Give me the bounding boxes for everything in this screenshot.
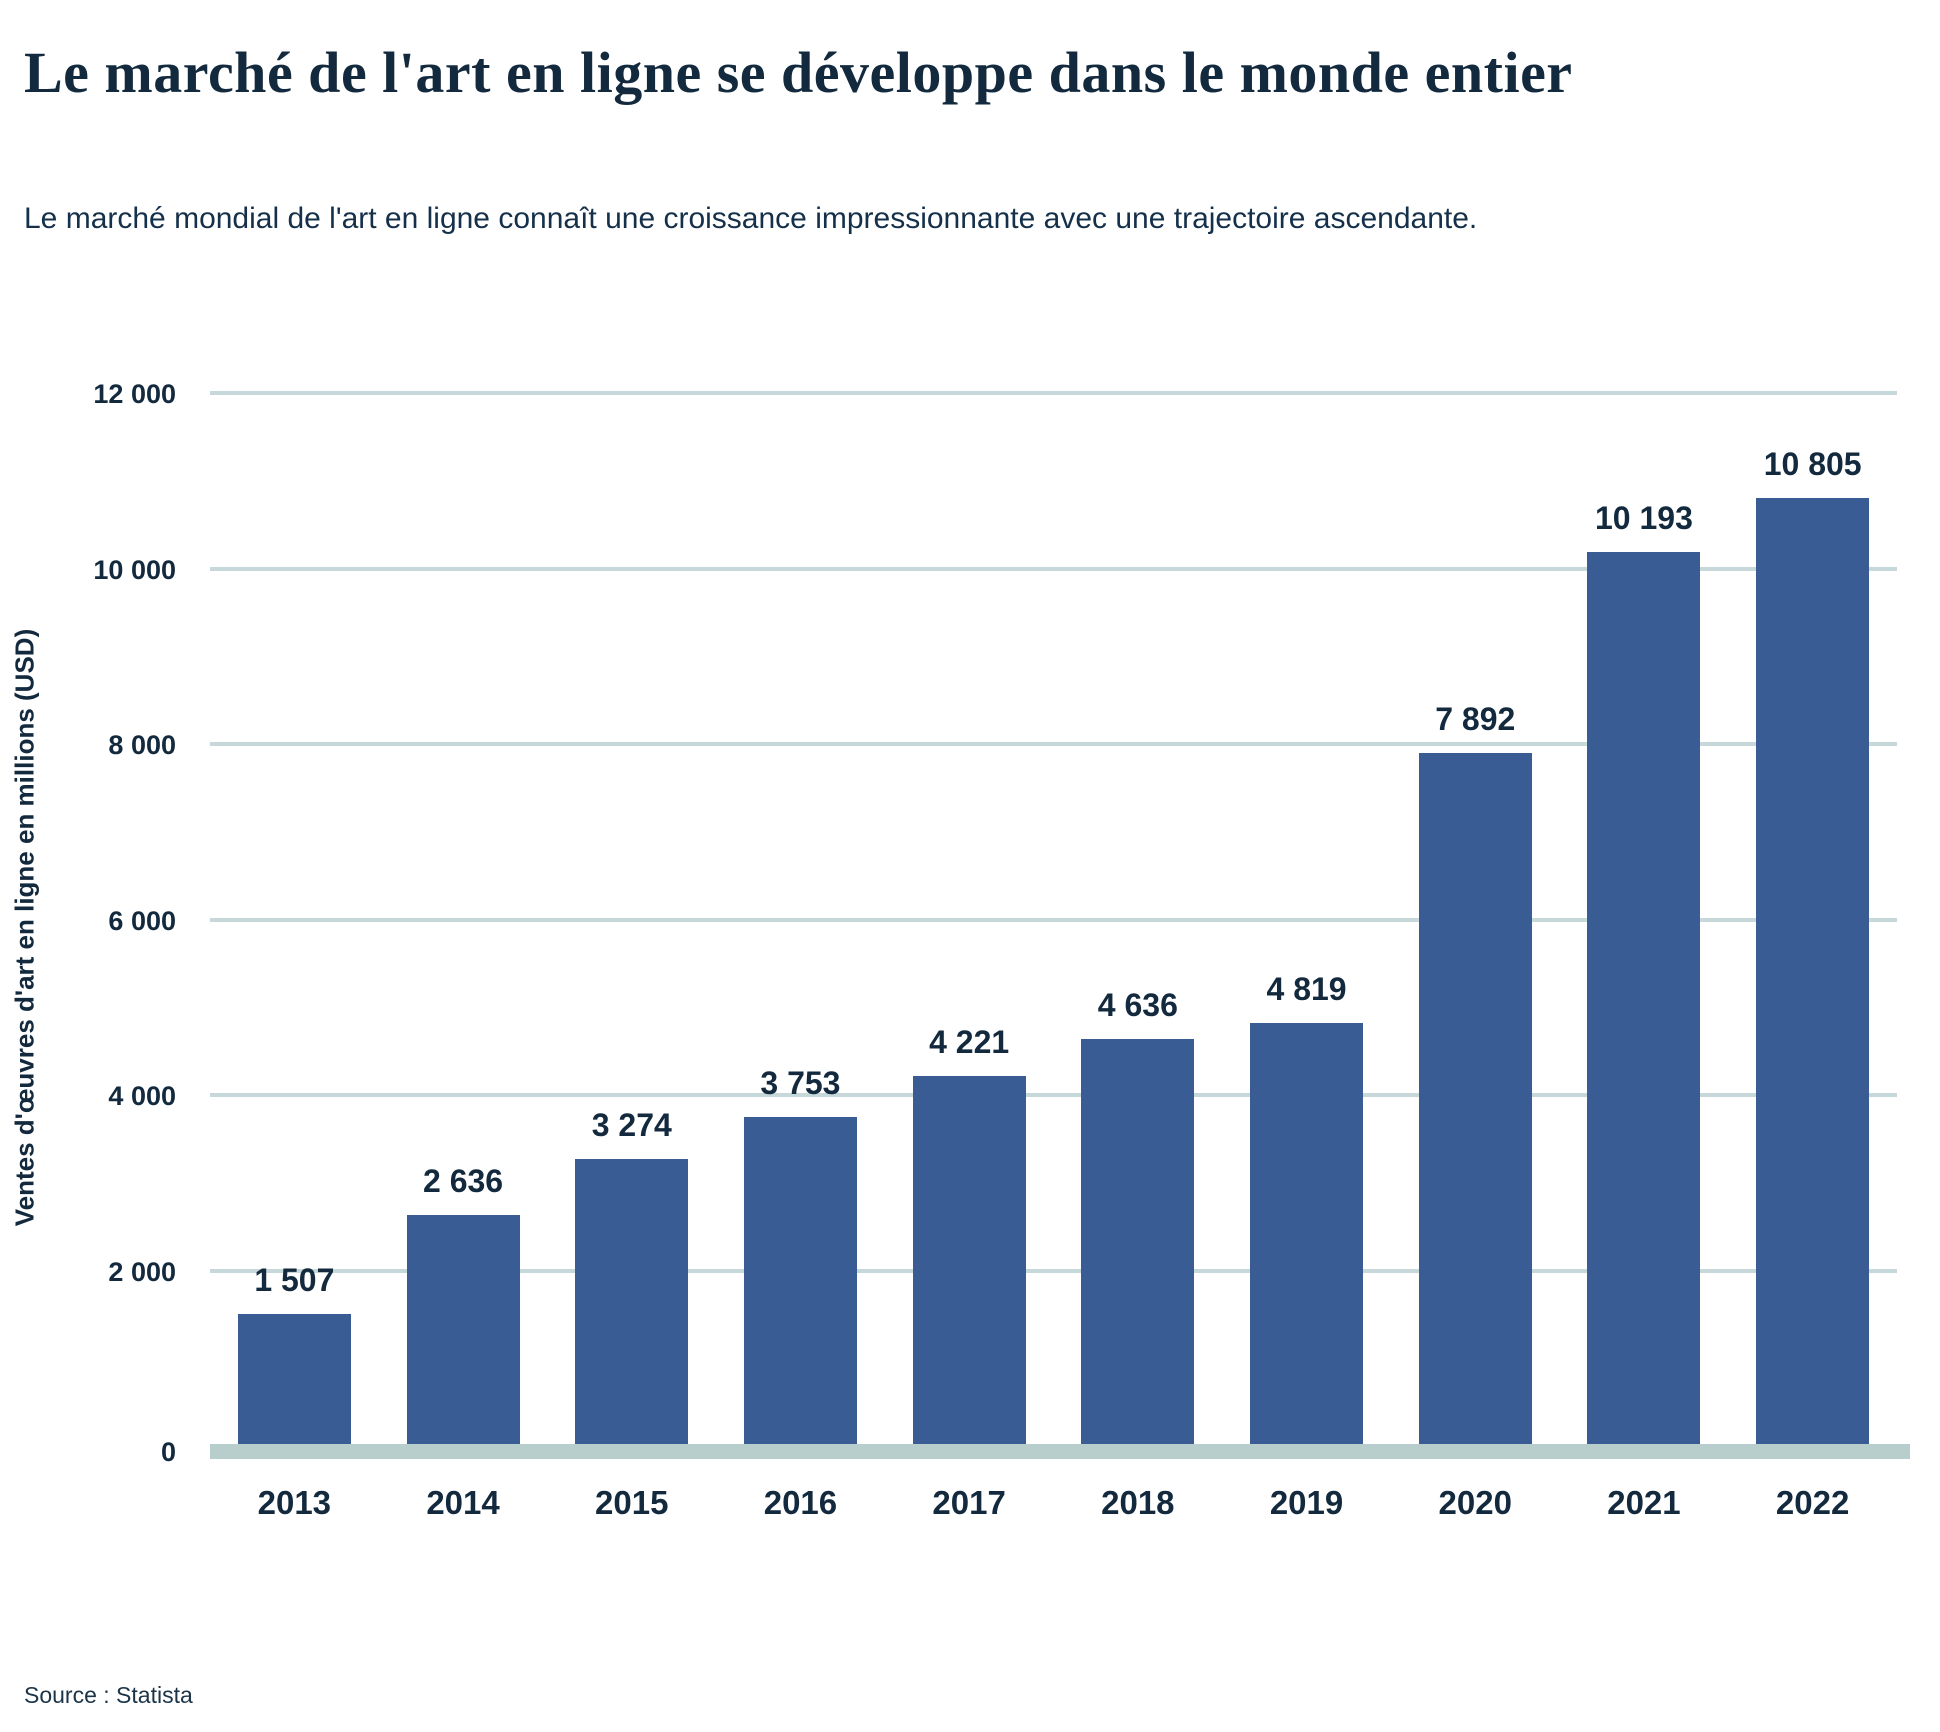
bar-2018 bbox=[1081, 1039, 1195, 1446]
y-tick-label-6000: 6 000 bbox=[108, 905, 176, 936]
x-tick-label-2013: 2013 bbox=[257, 1484, 332, 1521]
bar-value-label-2017: 4 221 bbox=[929, 1023, 1010, 1060]
chart-title: Le marché de l'art en ligne se développe… bbox=[24, 39, 1573, 105]
y-tick-label-0: 0 bbox=[160, 1437, 176, 1467]
bar-2015 bbox=[575, 1158, 689, 1446]
gridline-8000 bbox=[210, 742, 1897, 746]
bar-value-label-2014: 2 636 bbox=[423, 1162, 504, 1199]
gridline-2000 bbox=[210, 1268, 1897, 1273]
x-tick-label-2022: 2022 bbox=[1775, 1484, 1850, 1521]
y-tick-label-10000: 10 000 bbox=[93, 554, 176, 585]
bar-2013 bbox=[237, 1313, 351, 1446]
y-tick-label-2000: 2 000 bbox=[108, 1256, 176, 1287]
bar-2019 bbox=[1250, 1023, 1364, 1446]
y-tick-label-8000: 8 000 bbox=[108, 730, 176, 760]
bar-2016 bbox=[743, 1116, 857, 1446]
x-tick-label-2019: 2019 bbox=[1269, 1484, 1344, 1521]
bar-value-label-2022: 10 805 bbox=[1763, 445, 1862, 482]
bar-2014 bbox=[406, 1214, 520, 1446]
x-tick-label-2016: 2016 bbox=[763, 1484, 838, 1521]
source-note: Source : Statista bbox=[24, 1682, 193, 1708]
x-tick-label-2015: 2015 bbox=[595, 1484, 669, 1521]
bar-value-label-2013: 1 507 bbox=[254, 1261, 335, 1298]
x-tick-label-2020: 2020 bbox=[1438, 1484, 1512, 1521]
x-axis-baseline bbox=[210, 1444, 1910, 1459]
chart-subtitle: Le marché mondial de l'art en ligne conn… bbox=[24, 202, 1478, 235]
gridline-6000 bbox=[210, 917, 1897, 922]
gridline-4000 bbox=[210, 1093, 1897, 1097]
bar-2017 bbox=[912, 1075, 1026, 1446]
plot-area: 1 507 2 636 3 274 3 753 4 221 4 636 4 819 7 892… bbox=[210, 391, 1897, 1446]
gridline-12000 bbox=[210, 391, 1897, 395]
gridline-10000 bbox=[210, 566, 1897, 571]
x-tick-label-2014: 2014 bbox=[426, 1484, 500, 1521]
bar-value-label-2019: 4 819 bbox=[1266, 971, 1347, 1008]
bar-value-label-2015: 3 274 bbox=[591, 1106, 672, 1143]
y-tick-label-4000: 4 000 bbox=[108, 1081, 176, 1111]
bar-2020 bbox=[1418, 753, 1532, 1446]
y-tick-label-12000: 12 000 bbox=[93, 379, 176, 409]
bar-2021 bbox=[1587, 551, 1701, 1446]
x-tick-label-2017: 2017 bbox=[932, 1484, 1006, 1521]
bar-value-label-2021: 10 193 bbox=[1595, 499, 1693, 536]
bar-value-label-2020: 7 892 bbox=[1435, 701, 1516, 738]
bar-value-label-2018: 4 636 bbox=[1097, 987, 1178, 1024]
x-tick-label-2021: 2021 bbox=[1607, 1484, 1681, 1521]
bar-value-label-2016: 3 753 bbox=[760, 1064, 841, 1101]
x-tick-label-2018: 2018 bbox=[1101, 1484, 1175, 1521]
bar-2022 bbox=[1756, 497, 1870, 1446]
